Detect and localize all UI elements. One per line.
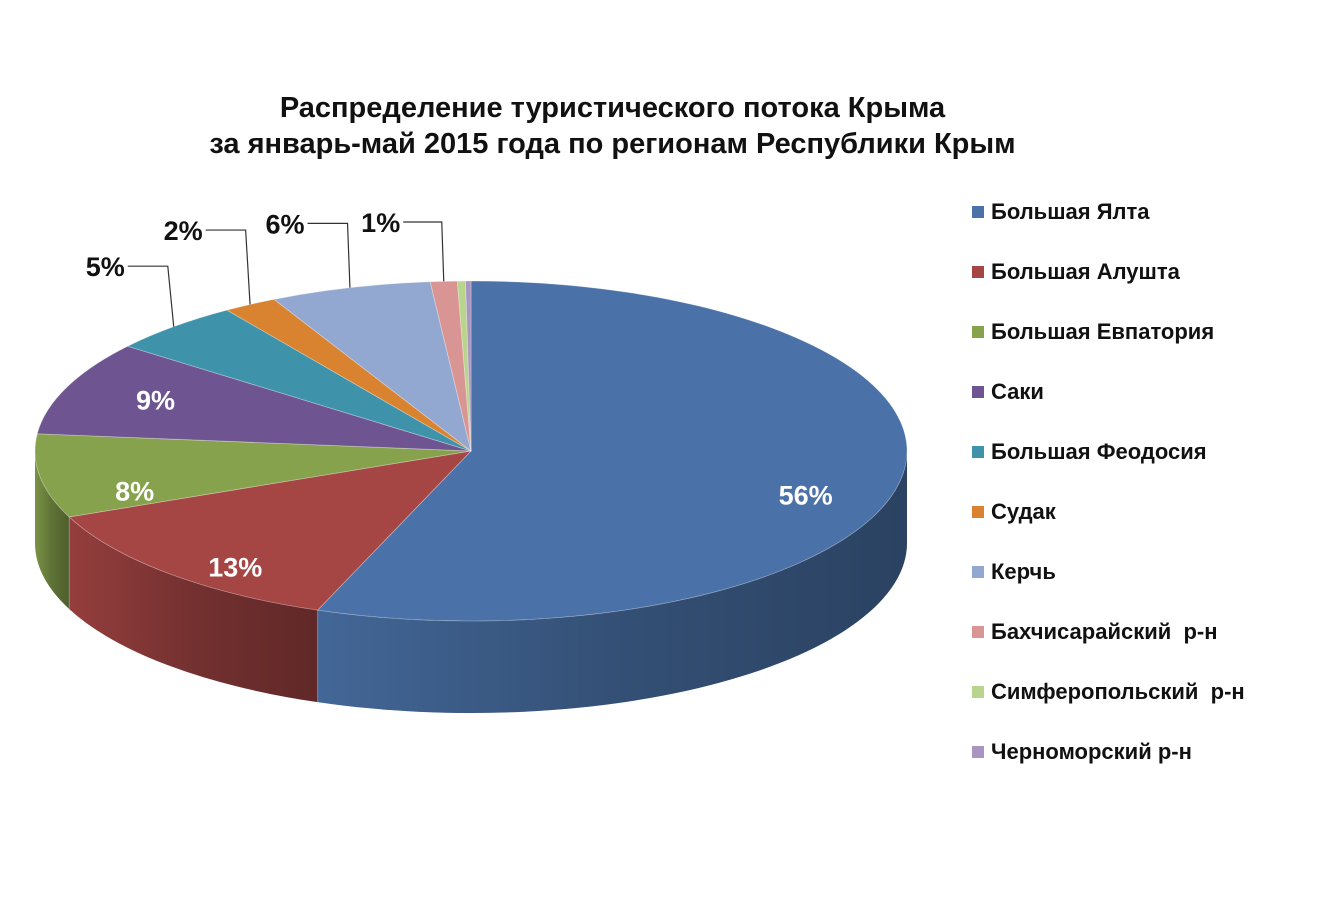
legend-label: Керчь: [991, 559, 1056, 584]
chart-title-line-1: Распределение туристического потока Крым…: [279, 92, 946, 124]
legend: Большая Ялта Большая Алушта Большая Евпато…: [972, 196, 1312, 796]
legend-label: Большая Алушта: [991, 259, 1180, 284]
legend-label: Судак: [991, 499, 1056, 524]
pie-leaders: [127, 221, 445, 327]
slice-2-top: [34, 433, 472, 518]
legend-swatch: [972, 386, 984, 398]
legend-item-0: Большая Ялта: [972, 196, 1312, 256]
legend-swatch: [972, 506, 984, 518]
legend-item-8: Симферопольский р-н: [972, 676, 1312, 736]
legend-item-7: Бахчисарайский р-н: [972, 616, 1312, 676]
legend-swatch: [972, 266, 984, 278]
slice-7-label: 1%: [361, 208, 400, 238]
legend-swatch: [972, 446, 984, 458]
legend-swatch: [972, 746, 984, 758]
legend-item-4: Большая Феодосия: [972, 436, 1312, 496]
slice-2-side-shade: [35, 451, 70, 609]
legend-label: Бахчисарайский р-н: [991, 619, 1218, 644]
legend-swatch: [972, 626, 984, 638]
slice-0-side-shade: [317, 451, 908, 713]
legend-item-2: Большая Евпатория: [972, 316, 1312, 376]
legend-swatch: [972, 686, 984, 698]
chart-title: Распределение туристического потока Крым…: [0, 90, 1225, 162]
legend-label: Саки: [991, 379, 1044, 404]
slice-4-label: 5%: [86, 252, 125, 282]
chart-title-line-2: за январь-май 2015 года по регионам Респ…: [209, 128, 1016, 160]
legend-item-6: Керчь: [972, 556, 1312, 616]
slice-3-top: [36, 345, 472, 452]
slice-9-top: [465, 280, 472, 452]
legend-item-5: Судак: [972, 496, 1312, 556]
legend-item-3: Саки: [972, 376, 1312, 436]
legend-label: Большая Ялта: [991, 199, 1150, 224]
legend-label: Симферопольский р-н: [991, 679, 1245, 704]
slice-7-leader: [403, 221, 445, 282]
legend-item-1: Большая Алушта: [972, 256, 1312, 316]
legend-label: Черноморский р-н: [991, 739, 1192, 764]
legend-label: Большая Евпатория: [991, 319, 1215, 344]
slice-3-label: 9%: [136, 385, 175, 415]
pie-tops: [34, 280, 908, 622]
slice-4-leader: [127, 265, 175, 327]
pie-sides: [35, 451, 908, 713]
slice-6-leader: [307, 222, 351, 288]
slice-5-leader: [205, 229, 251, 305]
legend-label: Большая Феодосия: [991, 439, 1207, 464]
slice-6-label: 6%: [265, 209, 304, 239]
legend-swatch: [972, 206, 984, 218]
slice-0-label: 56%: [779, 481, 833, 511]
slice-2-label: 8%: [115, 477, 154, 507]
legend-item-9: Черноморский р-н: [972, 736, 1312, 796]
pie-labels: 56% 13% 8% 9% 5% 2% 6% 1%: [86, 208, 833, 583]
slice-8-top: [456, 280, 472, 452]
legend-swatch: [972, 566, 984, 578]
legend-swatch: [972, 326, 984, 338]
slice-0-top: [316, 280, 908, 622]
slice-1-top: [68, 450, 473, 611]
slice-1-side-shade: [69, 516, 318, 703]
slice-1-label: 13%: [208, 553, 262, 583]
slice-5-label: 2%: [164, 216, 203, 246]
